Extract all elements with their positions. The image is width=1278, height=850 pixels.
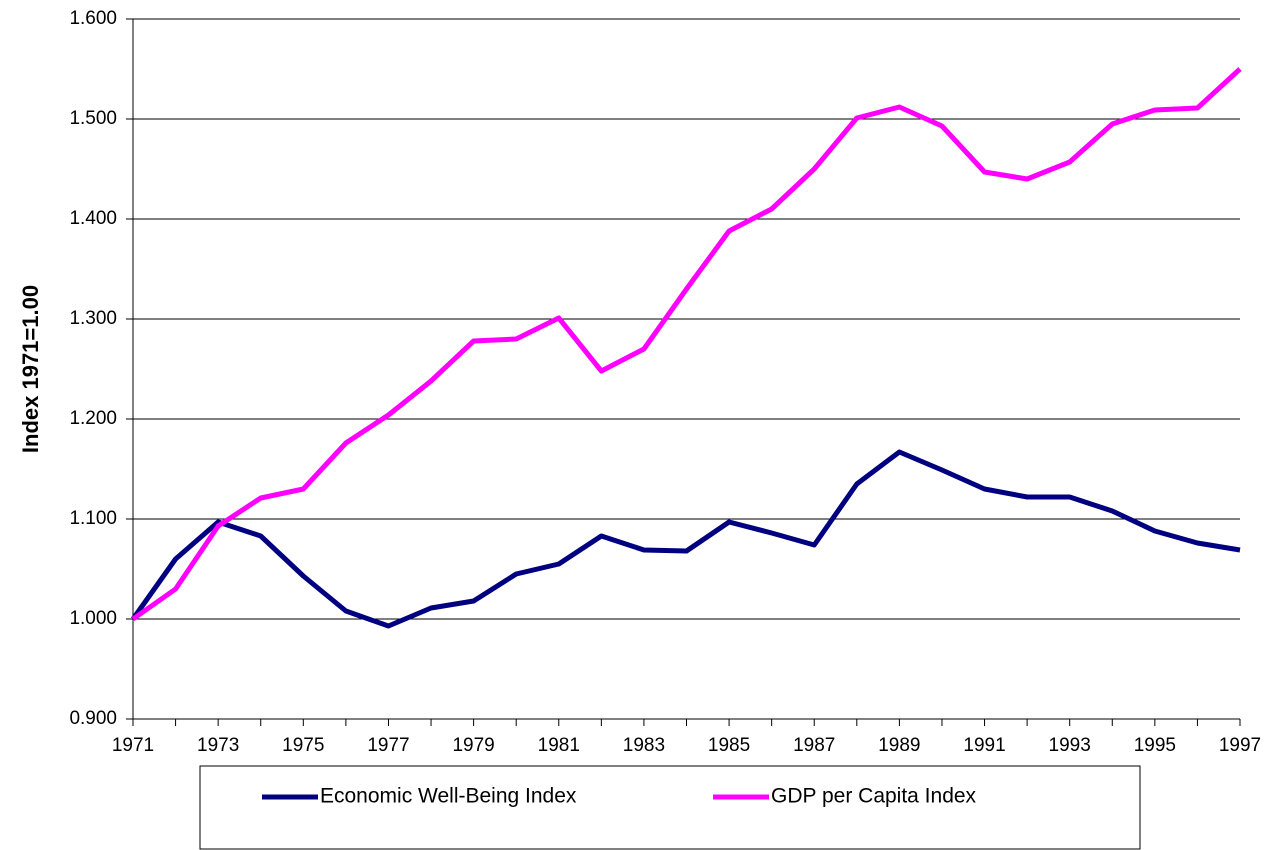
x-tick-label: 1989 [878,735,920,756]
legend-label: GDP per Capita Index [771,785,977,808]
y-tick-label: 1.300 [69,308,117,329]
y-tick-label: 1.200 [69,408,117,429]
y-tick-label: 1.400 [69,208,117,229]
x-tick-label: 1973 [197,735,239,756]
x-tick-label: 1991 [963,735,1005,756]
x-tick-label: 1981 [538,735,580,756]
x-tick-label: 1975 [282,735,324,756]
y-tick-label: 1.000 [69,608,117,629]
x-tick-label: 1985 [708,735,750,756]
y-tick-label: 1.600 [69,8,117,29]
series-line [131,67,1242,622]
legend-box [199,765,1141,850]
y-tick-label: 1.500 [69,108,117,129]
x-tick-label: 1993 [1049,735,1091,756]
series-line [130,449,1241,629]
y-tick-label: 1.100 [69,508,117,529]
y-tick-label: 0.900 [69,708,117,729]
x-tick-label: 1997 [1219,735,1261,756]
x-tick-label: 1979 [452,735,494,756]
x-tick-label: 1977 [367,735,409,756]
legend-label: Economic Well-Being Index [320,785,577,808]
x-tick-label: 1987 [793,735,835,756]
x-tick-label: 1995 [1134,735,1176,756]
y-axis-label: Index 1971=1.00 [18,285,43,453]
x-tick-label: 1971 [112,735,154,756]
x-tick-label: 1983 [623,735,665,756]
